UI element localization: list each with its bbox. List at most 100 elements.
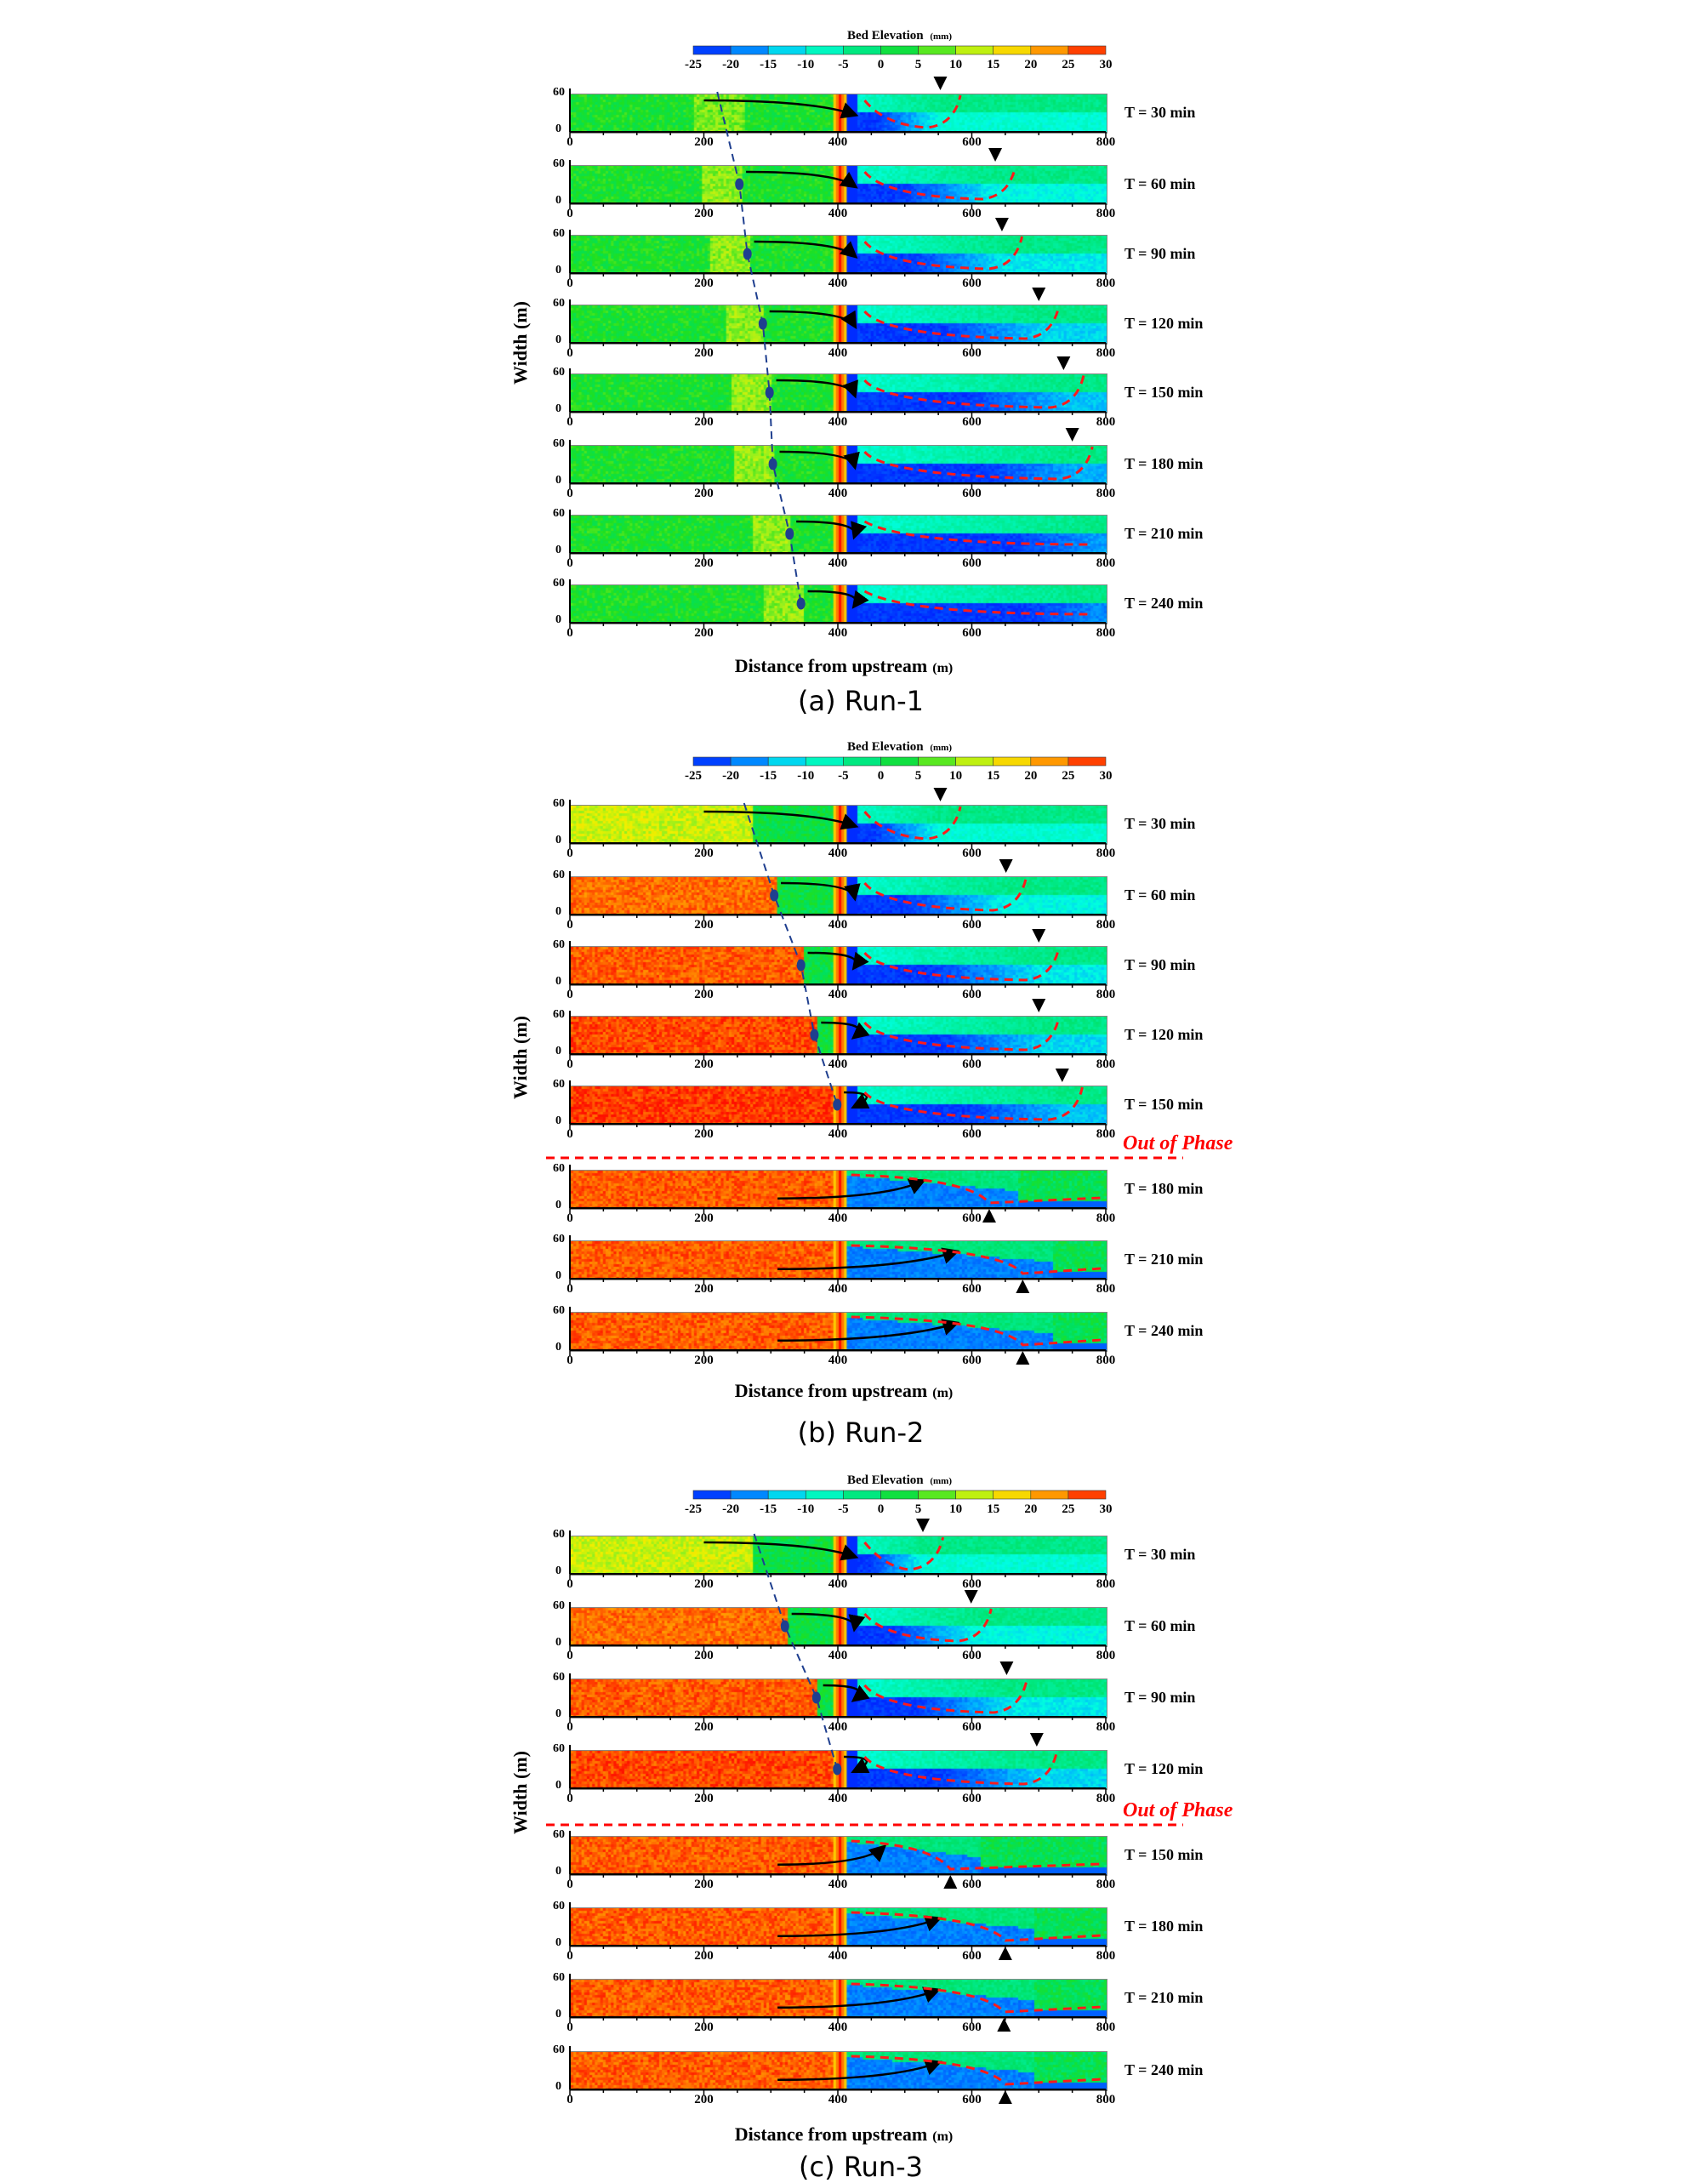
flow-arrow (777, 1915, 942, 1937)
colorbar-tick-label: 0 (877, 1502, 885, 1516)
scour-boundary-dashed-line (863, 94, 962, 129)
colorbar-tick-label: 0 (877, 769, 885, 783)
x-tick-label: 400 (828, 846, 848, 860)
x-tick-label: 0 (566, 918, 573, 932)
colorbar-tick-label: 0 (877, 58, 885, 71)
down-triangle-marker-icon (1032, 999, 1046, 1012)
colorbar-tick-label: 5 (914, 58, 922, 71)
y-tick-label: 0 (555, 402, 561, 415)
colorbar-unit: (mm) (930, 31, 952, 42)
down-triangle-marker-icon (933, 77, 948, 90)
colorbar-tick-label: 30 (1099, 58, 1113, 71)
time-label: T = 210 min (1124, 1250, 1204, 1268)
x-tick-label: 600 (962, 1792, 982, 1805)
colorbar-tick-label: 15 (987, 58, 1000, 71)
y-tick-label: 60 (553, 86, 565, 99)
x-tick-label: 400 (828, 1720, 848, 1734)
x-tick-label: 0 (566, 1720, 573, 1734)
down-triangle-marker-icon (916, 1519, 931, 1532)
y-tick-label: 60 (553, 938, 565, 951)
colorbar-segment (767, 1490, 806, 1500)
scour-boundary-dashed-line (851, 2055, 1102, 2086)
time-label: T = 60 min (1124, 1616, 1196, 1634)
bed-elevation-heatmap (570, 235, 1107, 275)
y-tick-label: 0 (555, 1779, 561, 1792)
x-axis-unit: (m) (932, 1386, 954, 1400)
x-tick-label: 800 (1096, 626, 1116, 640)
time-label: T = 240 min (1124, 594, 1204, 612)
x-tick-label: 800 (1096, 1127, 1116, 1141)
x-tick-label: 200 (694, 135, 714, 149)
y-tick-label: 0 (555, 2008, 561, 2021)
y-tick-label: 60 (553, 227, 565, 240)
y-tick-label: 60 (553, 1162, 565, 1175)
colorbar-title-text: Bed Elevation (847, 1473, 927, 1487)
flow-arrow (781, 881, 861, 902)
down-triangle-marker-icon (999, 1661, 1014, 1675)
bed-elevation-heatmap (570, 1536, 1107, 1576)
y-tick-label: 60 (553, 1671, 565, 1684)
flow-arrow (821, 1021, 870, 1040)
x-tick-label: 600 (962, 626, 982, 640)
colorbar-tick-label: 15 (987, 769, 1000, 783)
bed-elevation-heatmap (570, 445, 1107, 485)
colorbar-segment (955, 45, 994, 55)
y-tick-label: 0 (555, 264, 561, 276)
x-tick-label: 200 (694, 1720, 714, 1734)
colorbar-segment (692, 756, 732, 767)
colorbar-tick-label: 25 (1062, 769, 1075, 783)
colorbar-segment (730, 756, 769, 767)
x-tick-label: 600 (962, 1354, 982, 1367)
deposition-front-dot (833, 1098, 842, 1111)
colorbar-tick-label: -25 (685, 1502, 702, 1516)
time-label: T = 150 min (1124, 383, 1204, 401)
colorbar-unit: (mm) (930, 743, 952, 753)
time-label: T = 150 min (1124, 1845, 1204, 1863)
x-tick-label: 200 (694, 487, 714, 500)
y-tick-label: 0 (555, 613, 561, 626)
down-triangle-marker-icon (988, 148, 1003, 162)
y-tick-label: 0 (555, 1865, 561, 1878)
scour-boundary-dashed-line (851, 1839, 1102, 1871)
y-tick-label: 60 (553, 1078, 565, 1091)
bed-elevation-heatmap (570, 2051, 1107, 2091)
x-tick-label: 800 (1096, 1354, 1116, 1367)
scour-boundary-dashed-line (851, 1315, 1102, 1347)
time-label: T = 120 min (1124, 1759, 1204, 1777)
colorbar-segment (993, 756, 1032, 767)
flow-arrow (777, 1178, 926, 1200)
x-tick-label: 200 (694, 1878, 714, 1891)
x-tick-label: 800 (1096, 415, 1116, 429)
y-tick-label: 60 (553, 1742, 565, 1755)
y-tick-label: 0 (555, 834, 561, 846)
run-caption: (a) Run-1 (797, 685, 925, 717)
flow-arrow (703, 810, 859, 830)
x-tick-label: 800 (1096, 2021, 1116, 2034)
x-tick-label: 0 (566, 988, 573, 1001)
scour-boundary-dashed-line (851, 1982, 1102, 2014)
up-triangle-marker-icon (1016, 1351, 1030, 1365)
x-tick-label: 400 (828, 1354, 848, 1367)
time-label: T = 150 min (1124, 1095, 1204, 1113)
out-of-phase-label: Out of Phase (1123, 1132, 1233, 1154)
x-tick-label: 600 (962, 918, 982, 932)
bed-elevation-heatmap (570, 515, 1107, 555)
deposition-front-dot (780, 1620, 789, 1633)
flow-arrow (703, 1541, 859, 1561)
bed-elevation-heatmap (570, 946, 1107, 986)
time-label: T = 30 min (1124, 1545, 1196, 1563)
front-trend-dashed-line (753, 1533, 839, 1770)
run-caption: (b) Run-2 (797, 1416, 925, 1449)
scour-boundary-dashed-line (863, 166, 1017, 201)
y-tick-label: 60 (553, 157, 565, 170)
scour-boundary-dashed-line (851, 1244, 1102, 1275)
y-tick-label: 60 (553, 1971, 565, 1984)
colorbar-segment (692, 1490, 732, 1500)
bed-elevation-heatmap (570, 1170, 1107, 1210)
x-axis-label-text: Distance from upstream (734, 2123, 928, 2145)
y-tick-label: 0 (555, 333, 561, 346)
flow-arrow (777, 2059, 942, 2081)
bed-elevation-heatmap (570, 373, 1107, 413)
x-tick-label: 600 (962, 1720, 982, 1734)
time-label: T = 120 min (1124, 314, 1204, 332)
